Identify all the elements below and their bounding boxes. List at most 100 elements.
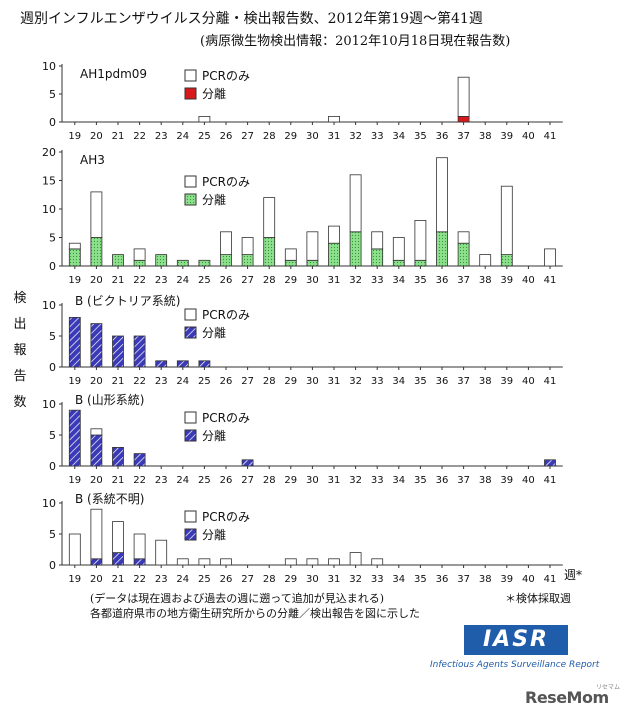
bar-pcr (112, 521, 124, 553)
bar-pcr (457, 76, 470, 117)
y-tick-label: 0 (49, 559, 56, 572)
x-tick-label: 23 (155, 131, 168, 142)
x-tick-label: 32 (349, 131, 362, 142)
x-tick-label: 32 (349, 376, 362, 387)
x-tick-label: 23 (155, 475, 168, 486)
bar-isolation (133, 558, 146, 566)
resemom-watermark: ReseMom (525, 688, 609, 707)
x-tick-label: 20 (90, 376, 103, 387)
bar-pcr (176, 558, 189, 566)
bar-isolation (68, 316, 81, 368)
y-tick-label: 15 (42, 175, 56, 188)
bar-isolation (112, 335, 124, 368)
x-tick-label: 26 (220, 574, 233, 585)
bar-pcr (284, 248, 297, 261)
x-tick-label: 36 (436, 275, 449, 286)
x-tick-label: 27 (241, 574, 254, 585)
bar-isolation (133, 335, 146, 368)
bar-pcr (284, 558, 297, 566)
bar-pcr (392, 237, 405, 261)
bar-pcr (500, 185, 513, 255)
bar-isolation (436, 231, 448, 267)
bar-isolation (457, 116, 470, 123)
chart-panels: 0 5 10 AH1pdm09 19 20 21 22 23 24 25 26 27 28 29 30 31 32… (42, 60, 563, 585)
x-tick-label: 30 (306, 574, 319, 585)
bar-isolation (371, 248, 384, 267)
x-tick-label: 35 (414, 131, 427, 142)
x-tick-label: 30 (306, 275, 319, 286)
x-tick-label: 33 (371, 574, 384, 585)
legend-label-isolation: 分離 (202, 528, 226, 542)
x-tick-label: 20 (90, 275, 103, 286)
x-tick-label: 34 (392, 475, 405, 486)
legend-label-pcr: PCRのみ (202, 411, 250, 425)
bar-pcr (328, 225, 340, 244)
week-axis-suffix: 週* (564, 566, 582, 583)
x-tick-label: 38 (479, 574, 492, 585)
x-tick-label: 31 (328, 275, 341, 286)
x-tick-label: 40 (522, 376, 535, 387)
bar-isolation (90, 434, 103, 467)
panel-title: AH1pdm09 (80, 67, 147, 81)
panel-title: B (山形系統) (75, 393, 144, 407)
x-tick-label: 34 (392, 376, 405, 387)
x-tick-label: 31 (328, 574, 341, 585)
x-tick-label: 30 (306, 376, 319, 387)
legend-label-pcr: PCRのみ (202, 175, 250, 189)
x-tick-label: 22 (133, 475, 146, 486)
x-tick-label: 35 (414, 475, 427, 486)
chart-panel: 0 5 10 15 20 AH3 19 20 21 22 23 24 25 26 27 28 29 30 31 32 3… (42, 146, 563, 286)
x-tick-label: 28 (263, 574, 276, 585)
x-tick-label: 23 (155, 574, 168, 585)
bar-isolation (90, 558, 103, 566)
x-tick-label: 32 (349, 574, 362, 585)
x-tick-label: 21 (112, 376, 125, 387)
y-tick-label: 0 (49, 361, 56, 374)
x-tick-label: 33 (371, 275, 384, 286)
legend-swatch-isolation (184, 326, 197, 339)
bar-isolation (112, 254, 124, 267)
y-tick-label: 10 (42, 299, 56, 312)
panel-title: B (ビクトリア系統) (75, 294, 180, 308)
bar-pcr (479, 254, 492, 267)
x-tick-label: 41 (544, 376, 557, 387)
bar-pcr (306, 558, 319, 566)
x-tick-label: 37 (457, 475, 470, 486)
x-tick-label: 20 (90, 475, 103, 486)
y-tick-label: 20 (42, 146, 56, 159)
bar-pcr (198, 558, 211, 566)
bar-isolation (68, 248, 81, 267)
y-tick-label: 5 (49, 330, 56, 343)
x-tick-label: 31 (328, 131, 341, 142)
x-tick-label: 37 (457, 376, 470, 387)
bar-isolation (241, 459, 254, 467)
x-tick-label: 24 (176, 376, 189, 387)
y-axis-label: 検出報告数 (13, 291, 27, 410)
bar-pcr (90, 508, 103, 560)
week-suffix: 週 (564, 568, 577, 582)
x-tick-label: 21 (112, 131, 125, 142)
bar-isolation (220, 254, 232, 267)
x-tick-label: 38 (479, 131, 492, 142)
x-tick-label: 25 (198, 574, 211, 585)
footnote-data-note: (データは現在週および過去の週に遡って追加が見込まれる) (90, 592, 385, 605)
x-tick-label: 20 (90, 131, 103, 142)
x-tick-label: 39 (500, 574, 513, 585)
legend-swatch-isolation (184, 429, 197, 442)
week-note-mark: * (576, 568, 583, 582)
x-tick-label: 19 (68, 131, 81, 142)
bar-isolation (198, 360, 211, 368)
x-tick-label: 27 (241, 475, 254, 486)
x-tick-label: 26 (220, 275, 233, 286)
x-tick-label: 28 (263, 275, 276, 286)
bar-isolation (90, 323, 103, 368)
bar-pcr (414, 219, 427, 261)
x-tick-label: 19 (68, 275, 81, 286)
bar-isolation (68, 409, 81, 467)
panel-title: B (系統不明) (75, 492, 144, 506)
x-tick-label: 39 (500, 275, 513, 286)
x-tick-label: 27 (241, 376, 254, 387)
bar-pcr (90, 428, 103, 436)
x-tick-label: 27 (241, 275, 254, 286)
x-tick-label: 22 (133, 131, 146, 142)
